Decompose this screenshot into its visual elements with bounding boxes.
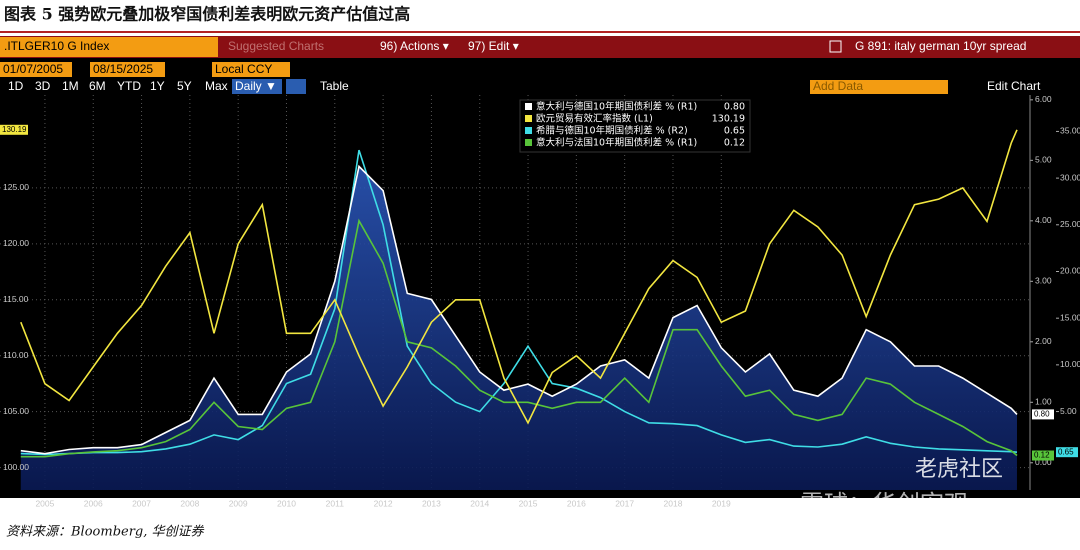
- frequency: Daily ▼: [235, 79, 277, 93]
- export-icon[interactable]: [829, 40, 842, 53]
- end-date-box[interactable]: [90, 62, 165, 77]
- legend-entry: 意大利与德国10年期国债利差 % (R1): [536, 101, 697, 113]
- x-tick-label: 2011: [326, 498, 345, 508]
- series-line: [20, 149, 1018, 456]
- last-value-flag: [1032, 450, 1054, 461]
- source: 资料来源：Bloomberg, 华创证券: [6, 525, 205, 540]
- legend-value: 130.19: [712, 114, 745, 125]
- end-date: 08/15/2025: [93, 62, 153, 76]
- y-tick-label: 105.00: [3, 406, 29, 416]
- y3-tick-label: 25.00: [1060, 219, 1080, 229]
- y2-tick-label: 4.00: [1035, 215, 1052, 225]
- period[interactable]: 3D: [35, 79, 51, 93]
- command-bar: [0, 36, 1080, 58]
- frequency-box[interactable]: [232, 79, 282, 94]
- period[interactable]: 1D: [8, 79, 24, 93]
- y-tick-label: 110.00: [3, 350, 29, 360]
- legend-value: 0.12: [724, 138, 745, 149]
- y-tick-label: 100.00: [3, 462, 29, 472]
- watermark: 雪球：华创宏观: [800, 490, 968, 518]
- last-value-label: 130.19: [2, 125, 27, 134]
- x-tick-label: 2017: [615, 498, 634, 508]
- y2-tick-label: 3.00: [1035, 276, 1052, 286]
- legend-swatch: [525, 139, 532, 146]
- period[interactable]: 5Y: [177, 79, 192, 93]
- legend-entry: 意大利与法国10年期国债利差 % (R1): [536, 137, 697, 149]
- period[interactable]: YTD: [117, 79, 141, 93]
- period[interactable]: 1M: [62, 79, 79, 93]
- series-line: [20, 129, 1018, 425]
- x-tick-label: 2012: [374, 498, 393, 508]
- y3-tick-label: 30.00: [1060, 172, 1080, 182]
- x-tick-label: 2010: [277, 498, 296, 508]
- period[interactable]: Max: [205, 79, 228, 93]
- x-tick-label: 2006: [84, 498, 103, 508]
- last-value-flag: [0, 124, 28, 135]
- series-line: [20, 218, 1018, 458]
- y3-tick-label: 15.00: [1060, 312, 1080, 322]
- y-tick-label: 120.00: [3, 238, 29, 248]
- x-tick-label: 2007: [132, 498, 151, 508]
- chart-type-button[interactable]: [286, 79, 306, 94]
- last-value-label: 0.80: [1034, 409, 1050, 418]
- period[interactable]: 1Y: [150, 79, 165, 93]
- figure-title: 图表 5 强势欧元叠加极窄国债利差表明欧元资产估值过高: [4, 5, 410, 24]
- last-value-flag: [1056, 447, 1078, 458]
- legend-swatch: [525, 115, 532, 122]
- y2-tick-label: 5.00: [1035, 155, 1052, 165]
- edit-menu[interactable]: 97) Edit ▾: [468, 39, 519, 53]
- edit-chart[interactable]: Edit Chart: [987, 79, 1041, 93]
- area: [20, 166, 1017, 490]
- legend: [519, 99, 751, 153]
- plot: [0, 95, 1030, 490]
- x-tick-label: 2018: [664, 498, 683, 508]
- ticker-box[interactable]: [0, 37, 218, 57]
- start-date-box[interactable]: [0, 62, 72, 77]
- title-rule: [0, 31, 1080, 33]
- y3-tick-label: 35.00: [1060, 126, 1080, 136]
- last-value-label: 0.65: [1058, 447, 1074, 456]
- last-value-label: 0.12: [1034, 451, 1050, 460]
- last-value-flag: [1032, 409, 1054, 420]
- table-button[interactable]: Table: [320, 79, 349, 93]
- period[interactable]: 6M: [89, 79, 106, 93]
- x-tick-label: 2013: [422, 498, 441, 508]
- legend-swatch: [525, 103, 532, 110]
- x-tick-label: 2015: [519, 498, 538, 508]
- y2-tick-label: 2.00: [1035, 336, 1052, 346]
- x-tick-label: 2009: [229, 498, 248, 508]
- y3-tick-label: 10.00: [1060, 359, 1080, 369]
- suggested-charts[interactable]: Suggested Charts: [228, 39, 324, 53]
- legend-entry: 欧元贸易有效汇率指数 (L1): [536, 113, 653, 125]
- x-tick-label: 2019: [712, 498, 731, 508]
- watermark: 老虎社区: [915, 457, 1003, 482]
- actions-menu[interactable]: 96) Actions ▾: [380, 39, 449, 53]
- x-tick-label: 2014: [470, 498, 489, 508]
- currency-box[interactable]: [212, 62, 290, 77]
- y-tick-label: 115.00: [3, 294, 29, 304]
- y2-tick-label: 1.00: [1035, 397, 1052, 407]
- y2-tick-label: 0.00: [1035, 457, 1052, 467]
- series-line: [20, 164, 1018, 455]
- y3-tick-label: 5.00: [1060, 406, 1077, 416]
- start-date: 01/07/2005: [3, 62, 63, 76]
- x-tick-label: 2008: [180, 498, 199, 508]
- legend-entry: 希腊与德国10年期国债利差 % (R2): [536, 125, 688, 137]
- chart-name: G 891: italy german 10yr spread: [855, 39, 1026, 53]
- x-tick-label: 2016: [567, 498, 586, 508]
- ticker: .ITLGER10 G Index: [4, 39, 109, 53]
- y2-tick-label: 6.00: [1035, 94, 1052, 104]
- y3-tick-label: 20.00: [1060, 266, 1080, 276]
- x-tick-label: 2005: [35, 498, 54, 508]
- legend-value: 0.80: [724, 102, 745, 113]
- currency: Local CCY: [215, 62, 272, 76]
- y-tick-label: 125.00: [3, 182, 29, 192]
- period-buttons: 1D 3D 1M 6M YTD 1Y 5Y Max: [8, 79, 228, 93]
- add-data-box[interactable]: [810, 80, 948, 94]
- legend-swatch: [525, 127, 532, 134]
- legend-value: 0.65: [724, 126, 745, 137]
- add-data: Add Data: [813, 79, 863, 93]
